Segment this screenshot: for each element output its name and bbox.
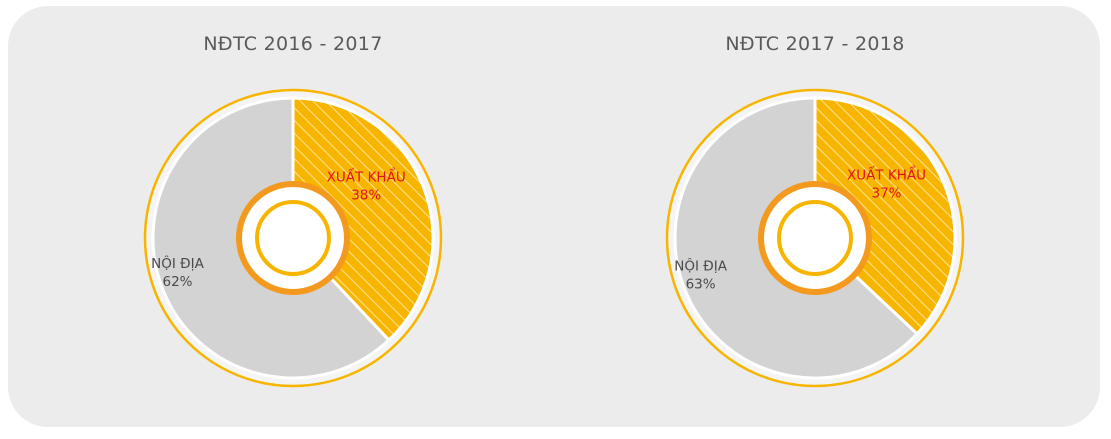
slice-value-label: 62%	[162, 274, 192, 290]
slice-name-label: NỘI ĐỊA	[151, 254, 204, 272]
slice-label: NỘI ĐỊA 63%	[674, 257, 727, 293]
slice-label: XUẤT KHẨU 37%	[847, 164, 926, 201]
slice-value-label: 37%	[871, 185, 901, 201]
slice-name-label: XUẤT KHẨU	[847, 164, 926, 183]
center-ring-inner	[255, 200, 331, 276]
donut-chart-2017-2018: NĐTC 2017 - 2018 XUẤT KHẨU 37% NỘI ĐỊA 63%	[555, 0, 1075, 439]
slice-xuất-khẩu	[813, 96, 957, 336]
donut-svg: XUẤT KHẨU 38% NỘI ĐỊA 62%	[143, 88, 443, 388]
slice-name-label: XUẤT KHẨU	[327, 167, 406, 186]
center-ring-inner	[777, 200, 853, 276]
chart-title: NĐTC 2016 - 2017	[203, 33, 383, 55]
donut-svg: XUẤT KHẨU 37% NỘI ĐỊA 63%	[665, 88, 965, 388]
chart-title: NĐTC 2017 - 2018	[725, 33, 905, 55]
donut-chart-2016-2017: NĐTC 2016 - 2017 XUẤT KHẨU 38% NỘI ĐỊA 62%	[33, 0, 553, 439]
slice-label: XUẤT KHẨU 38%	[327, 167, 406, 204]
slice-xuất-khẩu	[291, 96, 435, 343]
slice-value-label: 38%	[351, 188, 381, 204]
slice-value-label: 63%	[686, 277, 716, 293]
slice-label: NỘI ĐỊA 62%	[151, 254, 204, 290]
slice-name-label: NỘI ĐỊA	[674, 257, 727, 275]
